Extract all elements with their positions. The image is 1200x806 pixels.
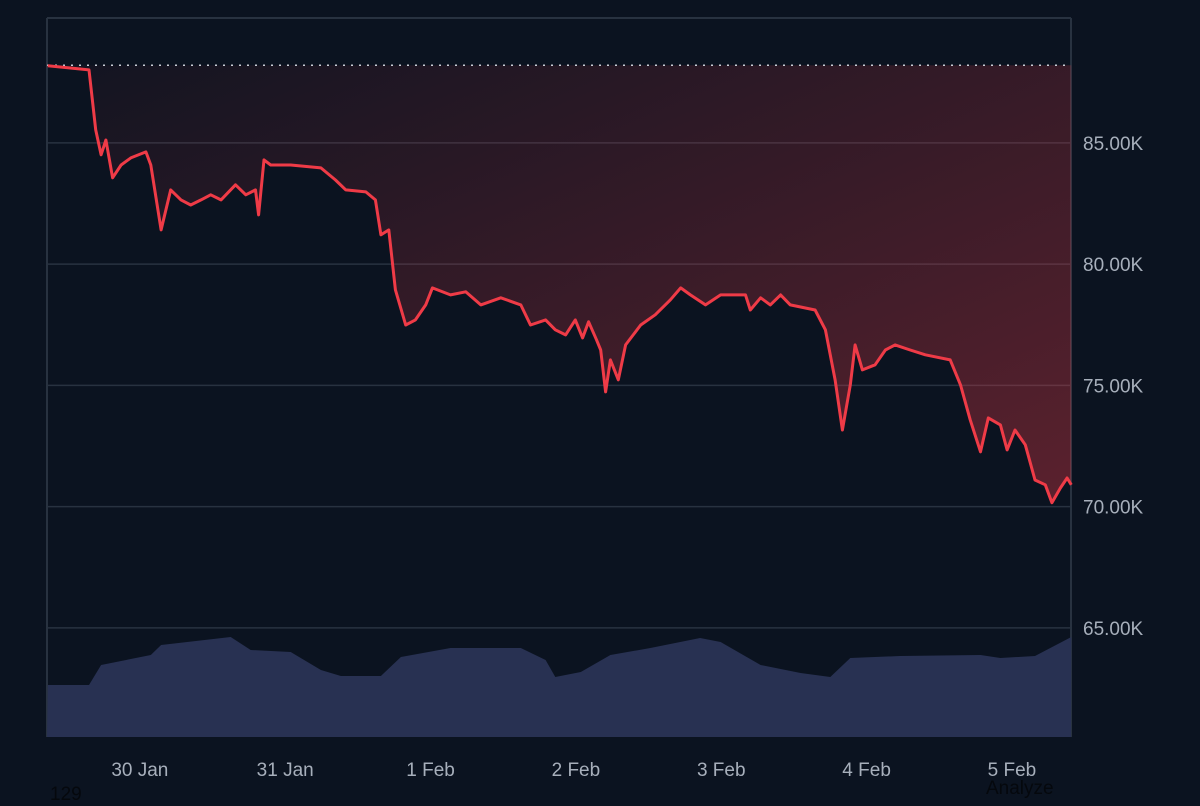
y-tick-label: 65.00K: [1083, 619, 1144, 640]
y-axis: 65.00K 70.00K 75.00K 80.00K 85.00K: [1083, 134, 1144, 640]
y-tick-label: 85.00K: [1083, 134, 1144, 155]
y-tick-label: 80.00K: [1083, 255, 1144, 276]
price-fill-area: [48, 65, 1072, 502]
y-tick-label: 75.00K: [1083, 376, 1144, 397]
price-fill-group: [48, 65, 1072, 502]
volume-area: [47, 637, 1071, 737]
analyze-link[interactable]: Analyze: [986, 778, 1054, 800]
x-tick-label: 4 Feb: [842, 760, 891, 781]
x-tick-label: 1 Feb: [406, 760, 455, 781]
x-tick-label: 3 Feb: [697, 760, 746, 781]
x-tick-label: 31 Jan: [257, 760, 314, 781]
x-tick-label: 30 Jan: [111, 760, 168, 781]
volume-area-group: [47, 637, 1071, 737]
footer-left-text: 129: [50, 784, 82, 806]
x-tick-label: 2 Feb: [552, 760, 601, 781]
y-tick-label: 70.00K: [1083, 498, 1144, 519]
